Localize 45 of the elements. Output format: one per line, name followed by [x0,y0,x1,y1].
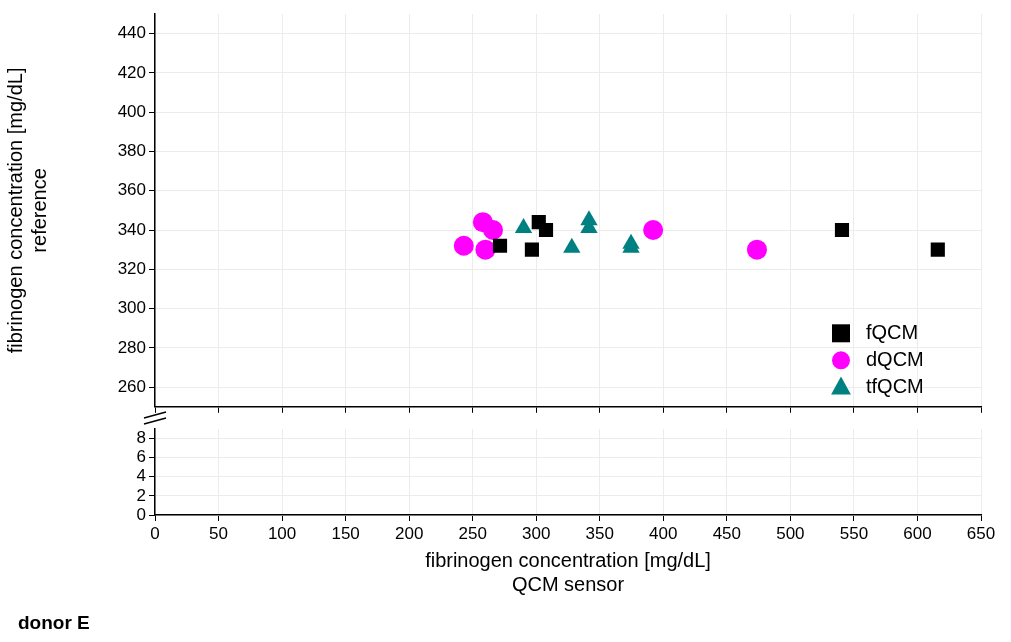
x-tick-label: 250 [458,523,487,543]
point [492,238,508,253]
y-tick-label: 360 [117,180,146,200]
legend-label: dQCM [866,347,924,370]
point [453,235,474,256]
y-tick-label: 300 [117,298,146,318]
x-tick-label: 450 [712,523,742,543]
point [930,242,945,257]
x-tick-label: 550 [839,523,869,543]
y-tick-label: 320 [117,259,146,279]
y-tick-label: 380 [117,141,146,161]
point [524,242,539,257]
x-tick-label: 50 [209,523,228,543]
y-tick-label: 2 [136,485,146,505]
x-tick-label: 600 [903,523,932,543]
y-tick-label: 4 [136,466,146,486]
legend-label: tfQCM [866,374,924,397]
point [483,220,504,241]
y-tick-label: 8 [136,428,146,448]
y-tick-label: 440 [117,23,146,43]
legend-label: fQCM [866,320,919,343]
y-axis-title: fibrinogen concentration [mg/dL] reference [3,67,50,354]
x-tick-label: 350 [585,523,614,543]
x-tick-label: 150 [331,523,360,543]
text: donor E [18,612,90,634]
point [643,220,664,241]
x-tick-label: 200 [394,523,424,543]
y-tick-label: 420 [117,62,146,82]
point [834,222,850,238]
y-tick-label: 400 [117,101,146,121]
x-tick-label: 100 [267,523,297,543]
point [538,222,554,238]
y-tick-label: 6 [136,447,146,467]
x-tick-label: 0 [150,523,160,543]
x-tick-label: 650 [966,523,996,543]
x-axis-title: fibrinogen concentration [mg/dL] QCM sensor [425,548,711,595]
point [746,239,767,260]
y-tick-label: 280 [117,337,146,357]
y-tick-label: 0 [136,504,146,524]
y-tick-label: 260 [117,376,146,396]
x-tick-label: 400 [649,523,678,543]
x-tick-label: 500 [776,523,805,543]
x-tick-label: 300 [522,523,551,543]
point [475,239,496,260]
y-tick-label: 340 [117,219,146,239]
